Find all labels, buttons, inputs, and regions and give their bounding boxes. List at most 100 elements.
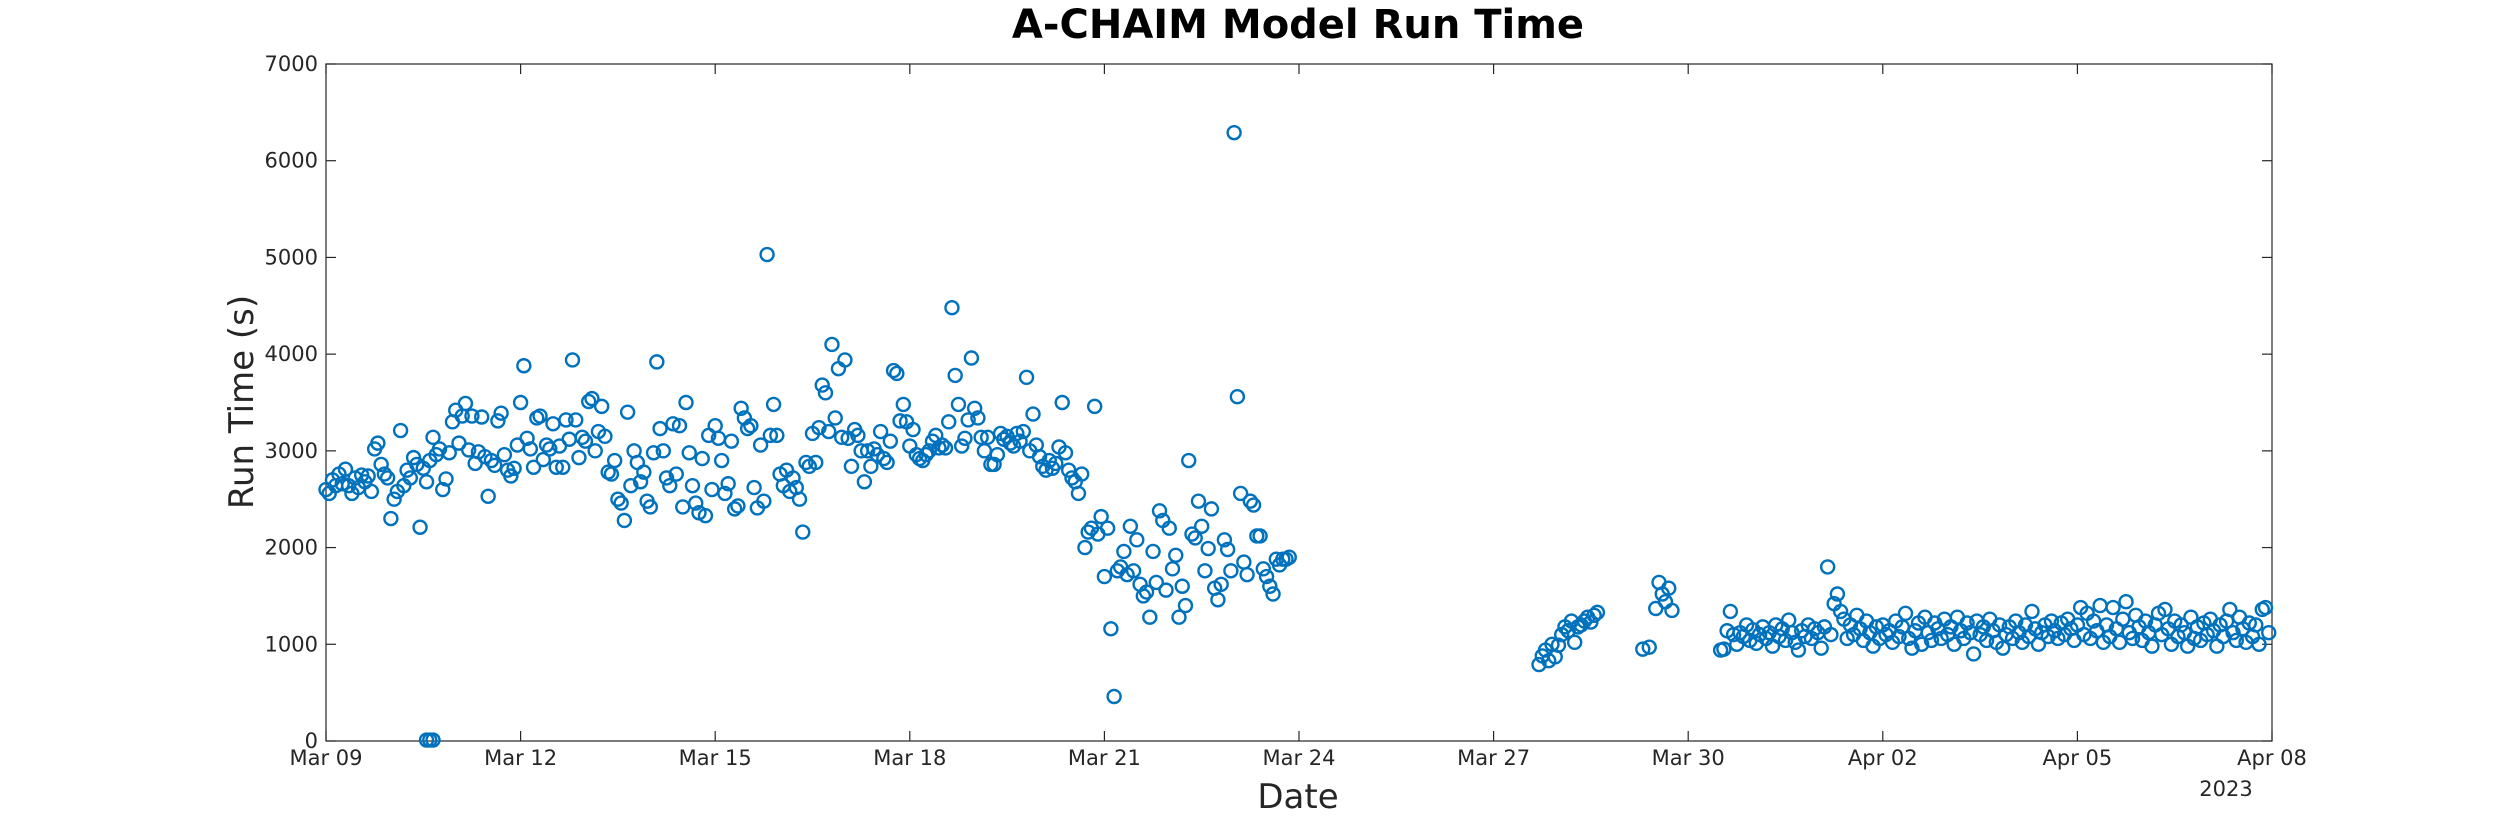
data-point — [392, 422, 409, 439]
data-point — [931, 440, 947, 456]
data-point — [334, 476, 350, 492]
data-point — [859, 443, 876, 459]
data-point — [558, 412, 574, 428]
data-point — [1242, 493, 1259, 509]
x-tick-label: Mar 15 — [679, 746, 752, 770]
data-point — [1232, 485, 1249, 502]
data-point — [960, 412, 976, 428]
x-tick-label: Mar 30 — [1652, 746, 1725, 770]
data-point — [1664, 602, 1680, 619]
data-point — [386, 491, 402, 507]
data-point — [360, 468, 376, 484]
data-point — [1025, 406, 1041, 422]
data-point — [827, 410, 843, 426]
data-point — [1200, 540, 1216, 557]
data-point — [1158, 582, 1174, 598]
y-tick-label: 2000 — [265, 536, 318, 560]
data-point — [746, 479, 762, 496]
data-point — [921, 443, 937, 459]
data-point — [1135, 588, 1152, 604]
data-point — [1086, 398, 1103, 415]
data-point — [833, 429, 850, 446]
data-point — [1193, 518, 1210, 534]
data-point — [1142, 609, 1158, 625]
data-point — [1057, 445, 1074, 461]
data-point — [1560, 623, 1576, 639]
data-point — [681, 445, 697, 461]
data-point — [1070, 485, 1087, 502]
data-point — [623, 477, 639, 494]
y-tick-label: 3000 — [265, 439, 318, 463]
data-point — [1181, 452, 1197, 469]
data-point — [863, 458, 879, 475]
data-point — [957, 430, 973, 446]
data-point — [811, 419, 827, 436]
data-point — [2157, 601, 2173, 618]
data-point — [1255, 561, 1272, 577]
data-point — [337, 461, 354, 477]
data-point — [519, 430, 535, 446]
data-point — [525, 459, 542, 475]
data-point — [532, 408, 548, 424]
data-point — [733, 400, 749, 417]
data-point — [1197, 563, 1213, 579]
data-point — [730, 498, 746, 514]
data-point — [1790, 642, 1807, 658]
data-point — [1048, 455, 1064, 472]
data-point — [720, 476, 736, 492]
data-point — [944, 300, 960, 316]
data-point — [947, 367, 963, 384]
x-axis: Mar 09 Mar 12 Mar 15 Mar 18 Mar 21 Mar 24 Mar … — [289, 64, 2307, 770]
data-point — [1897, 605, 1914, 622]
data-point — [402, 470, 419, 486]
x-tick-label: Mar 27 — [1457, 746, 1530, 770]
data-point — [1223, 563, 1239, 579]
data-point — [587, 443, 603, 459]
data-point — [752, 437, 769, 453]
data-point — [1125, 563, 1142, 579]
data-point — [486, 457, 503, 474]
data-point — [1229, 388, 1246, 405]
data-point — [577, 433, 594, 449]
data-point — [564, 352, 581, 368]
data-point — [584, 390, 600, 407]
data-point — [785, 470, 801, 486]
data-point — [490, 413, 506, 429]
data-point — [713, 452, 730, 469]
data-point — [989, 447, 1006, 463]
data-point — [542, 441, 558, 457]
data-point — [441, 445, 457, 461]
data-point — [480, 488, 496, 505]
data-point — [726, 501, 743, 517]
data-point — [493, 405, 509, 421]
data-point — [1716, 641, 1732, 657]
data-point — [1281, 549, 1297, 565]
data-point — [435, 481, 451, 498]
data-point — [879, 454, 895, 471]
data-point — [668, 466, 684, 482]
data-point — [496, 447, 513, 463]
data-point — [808, 454, 824, 471]
data-point — [1177, 597, 1194, 614]
data-point — [1550, 637, 1567, 653]
data-point — [662, 477, 678, 494]
data-point — [2173, 617, 2189, 633]
data-point — [1073, 466, 1090, 482]
data-point — [697, 507, 714, 524]
data-point — [512, 394, 529, 411]
data-point — [1589, 604, 1606, 621]
data-point — [1148, 574, 1164, 591]
data-point — [743, 418, 759, 434]
data-point — [2241, 615, 2257, 631]
data-point — [723, 433, 740, 449]
data-point — [363, 483, 380, 500]
data-point — [1813, 640, 1829, 656]
data-point — [934, 437, 950, 453]
data-point — [613, 495, 629, 511]
data-point — [1096, 568, 1113, 585]
data-point — [1566, 634, 1583, 651]
data-point — [986, 456, 1002, 473]
data-point — [655, 443, 672, 459]
data-point — [966, 400, 983, 417]
